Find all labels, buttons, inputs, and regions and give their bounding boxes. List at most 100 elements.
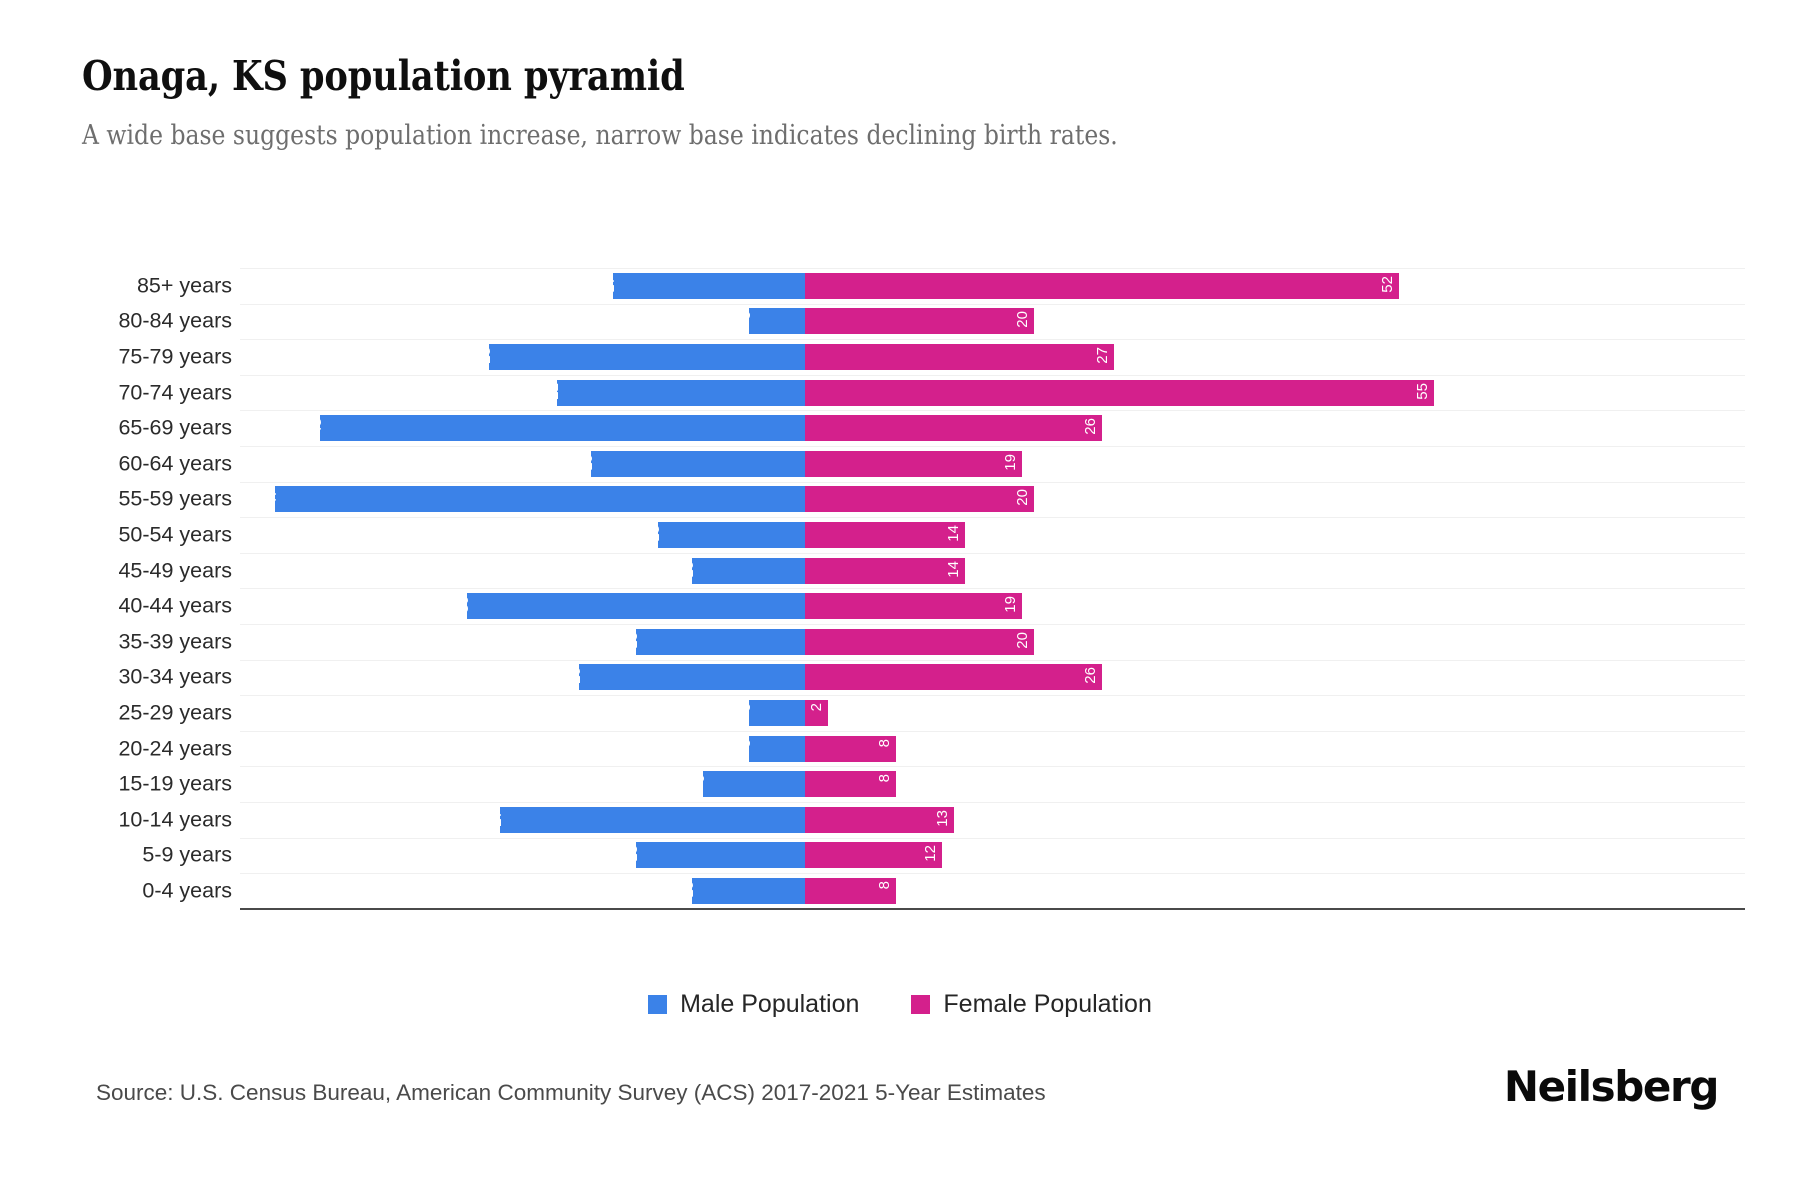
pyramid-row: 10-14 years 27 13 bbox=[0, 801, 1800, 838]
legend-label-male: Male Population bbox=[680, 990, 860, 1018]
bar-female[interactable]: 55 bbox=[805, 379, 1434, 406]
bar-value-female: 55 bbox=[1413, 382, 1431, 400]
pyramid-row: 55-59 years 47 20 bbox=[0, 481, 1800, 518]
gridline bbox=[240, 588, 1745, 590]
bar-female[interactable]: 14 bbox=[805, 557, 966, 584]
bar-wrapper: 15 12 bbox=[0, 842, 1800, 869]
bar-male[interactable]: 20 bbox=[567, 664, 805, 691]
bar-wrapper: 22 55 bbox=[0, 379, 1800, 406]
bar-male[interactable]: 47 bbox=[263, 486, 805, 513]
bar-male[interactable]: 10 bbox=[680, 877, 805, 904]
bar-value-male: 5 bbox=[736, 311, 754, 320]
bar-wrapper: 19 19 bbox=[0, 450, 1800, 477]
bar-value-female: 26 bbox=[1082, 418, 1100, 435]
age-group-label: 35-39 years bbox=[118, 629, 232, 654]
bar-value-female: 14 bbox=[945, 560, 963, 578]
bar-value-female: 2 bbox=[807, 702, 825, 712]
bar-male[interactable]: 43 bbox=[308, 415, 805, 442]
gridline bbox=[240, 801, 1745, 803]
bar-male[interactable]: 5 bbox=[737, 735, 805, 762]
bar-female[interactable]: 26 bbox=[805, 664, 1103, 691]
bar-male[interactable]: 15 bbox=[624, 842, 805, 869]
bar-value-female: 8 bbox=[876, 880, 894, 890]
chart-subtitle: A wide base suggests population increase… bbox=[82, 120, 1118, 151]
age-group-label: 20-24 years bbox=[118, 736, 232, 761]
bar-female[interactable]: 20 bbox=[805, 308, 1034, 335]
gridline bbox=[240, 659, 1745, 661]
bar-male[interactable]: 28 bbox=[477, 343, 805, 370]
legend-item-male[interactable]: Male Population bbox=[648, 990, 859, 1019]
bar-value-male: 15 bbox=[623, 845, 641, 862]
brand-logo: Neilsberg bbox=[1503, 1062, 1720, 1111]
bar-value-male: 9 bbox=[691, 774, 709, 783]
bar-value-female: 12 bbox=[922, 845, 940, 862]
bar-male[interactable]: 13 bbox=[646, 521, 805, 548]
bar-female[interactable]: 2 bbox=[805, 699, 828, 726]
pyramid-row: 75-79 years 28 27 bbox=[0, 339, 1800, 375]
bar-value-female: 14 bbox=[945, 524, 963, 542]
bar-value-male: 47 bbox=[262, 489, 280, 507]
bar-female[interactable]: 8 bbox=[805, 771, 897, 798]
bar-male[interactable]: 27 bbox=[488, 806, 805, 833]
gridline bbox=[240, 374, 1745, 376]
age-group-label: 5-9 years bbox=[142, 842, 232, 867]
age-group-label: 85+ years bbox=[136, 273, 232, 298]
legend-label-female: Female Population bbox=[943, 990, 1152, 1018]
bar-wrapper: 15 20 bbox=[0, 628, 1800, 655]
pyramid-row: 50-54 years 13 14 bbox=[0, 517, 1800, 553]
legend-item-female[interactable]: Female Population bbox=[911, 990, 1152, 1019]
bar-value-female: 20 bbox=[1013, 631, 1031, 649]
source-note: Source: U.S. Census Bureau, American Com… bbox=[96, 1080, 1046, 1105]
bar-male[interactable]: 17 bbox=[601, 272, 805, 299]
bar-value-male: 19 bbox=[578, 453, 596, 471]
bar-female[interactable]: 19 bbox=[805, 593, 1023, 620]
bar-wrapper: 27 13 bbox=[0, 806, 1800, 833]
bar-female[interactable]: 27 bbox=[805, 343, 1114, 370]
bar-wrapper: 47 20 bbox=[0, 486, 1800, 513]
bar-value-male: 5 bbox=[736, 702, 754, 712]
age-group-label: 50-54 years bbox=[118, 522, 232, 547]
bar-male[interactable]: 5 bbox=[737, 699, 805, 726]
bar-value-male: 28 bbox=[477, 346, 495, 364]
bar-value-female: 20 bbox=[1013, 311, 1031, 329]
bar-female[interactable]: 8 bbox=[805, 877, 897, 904]
bar-male[interactable]: 10 bbox=[680, 557, 805, 584]
gridline bbox=[240, 481, 1745, 483]
axis-baseline bbox=[240, 908, 1745, 910]
pyramid-row: 0-4 years 10 8 bbox=[0, 873, 1800, 909]
bar-wrapper: 43 26 bbox=[0, 415, 1800, 442]
bar-female[interactable]: 20 bbox=[805, 486, 1034, 513]
bar-value-male: 30 bbox=[454, 596, 472, 613]
bar-female[interactable]: 52 bbox=[805, 272, 1400, 299]
bar-female[interactable]: 13 bbox=[805, 806, 954, 833]
age-group-label: 45-49 years bbox=[118, 558, 232, 583]
bar-value-male: 5 bbox=[736, 738, 754, 747]
bar-value-female: 8 bbox=[876, 774, 894, 783]
bar-male[interactable]: 19 bbox=[579, 450, 805, 477]
pyramid-row: 65-69 years 43 26 bbox=[0, 410, 1800, 446]
bar-value-female: 8 bbox=[876, 738, 894, 747]
bar-female[interactable]: 8 bbox=[805, 735, 897, 762]
bar-female[interactable]: 19 bbox=[805, 450, 1023, 477]
bar-female[interactable]: 20 bbox=[805, 628, 1034, 655]
bar-male[interactable]: 22 bbox=[545, 379, 805, 406]
age-group-label: 60-64 years bbox=[118, 451, 232, 476]
bar-female[interactable]: 14 bbox=[805, 521, 966, 548]
age-group-label: 80-84 years bbox=[118, 308, 232, 333]
bar-value-female: 27 bbox=[1093, 346, 1111, 364]
bar-male[interactable]: 9 bbox=[691, 771, 805, 798]
bar-female[interactable]: 12 bbox=[805, 842, 943, 869]
legend-swatch-male-icon bbox=[648, 995, 668, 1014]
bar-male[interactable]: 15 bbox=[624, 628, 805, 655]
pyramid-row: 25-29 years 5 2 bbox=[0, 695, 1800, 731]
bar-value-male: 13 bbox=[646, 524, 664, 542]
bar-male[interactable]: 30 bbox=[455, 593, 805, 620]
bar-male[interactable]: 5 bbox=[737, 308, 805, 335]
bar-female[interactable]: 26 bbox=[805, 415, 1103, 442]
age-group-label: 40-44 years bbox=[118, 593, 232, 618]
gridline bbox=[240, 303, 1745, 305]
age-group-label: 25-29 years bbox=[118, 700, 232, 725]
bar-value-female: 20 bbox=[1013, 489, 1031, 507]
